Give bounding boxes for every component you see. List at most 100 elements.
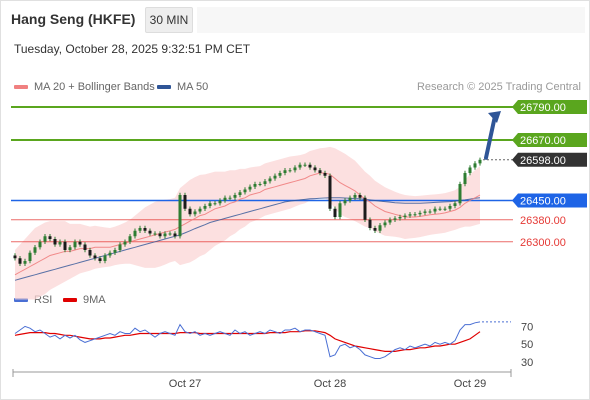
candle-body <box>363 197 367 220</box>
ma20-line <box>14 172 481 276</box>
ma20-swatch <box>14 85 28 90</box>
ma50-line <box>14 197 481 281</box>
bollinger-band-area <box>15 146 480 300</box>
candle-body <box>83 244 87 250</box>
candle-body <box>68 247 72 250</box>
candle-body <box>148 230 152 234</box>
candle-body <box>423 211 427 213</box>
level-tag-26670.00 <box>512 133 587 147</box>
ma50-swatch <box>157 85 171 90</box>
level-tag-text-26450.00: 26450.00 <box>520 196 566 208</box>
candle-body <box>318 170 322 173</box>
candle-body <box>473 163 477 168</box>
candle-body <box>178 195 182 237</box>
forecast-arrow-shaft <box>484 114 497 160</box>
rsi-ma-swatch <box>63 298 77 303</box>
candle-body <box>23 261 27 264</box>
candle-body <box>383 222 387 226</box>
candle-body <box>168 233 172 235</box>
candle-body <box>118 244 122 250</box>
x-tick-label-oct-29: Oct 29 <box>454 378 486 390</box>
legend-ma50: MA 50 <box>157 81 208 93</box>
candle-body <box>258 184 262 185</box>
rsi-line <box>14 321 481 359</box>
candle-body <box>263 181 267 184</box>
candle-body <box>153 233 157 235</box>
candle-body <box>193 211 197 215</box>
instrument-title: Hang Seng (HKFE) <box>11 11 136 27</box>
candle-body <box>53 239 57 245</box>
candle-body <box>413 214 417 216</box>
candle-body <box>378 225 382 231</box>
candle-body <box>313 167 317 171</box>
candle-body <box>43 236 47 242</box>
level-label-26300.00: 26300.00 <box>520 237 566 249</box>
candle-body <box>108 252 112 256</box>
candle-body <box>113 250 117 253</box>
candle-body <box>133 230 137 237</box>
candle-body <box>463 173 467 184</box>
rsi-tick-70: 70 <box>521 321 533 333</box>
candle-body <box>38 241 42 248</box>
candle-body <box>128 236 132 242</box>
candle-body <box>278 173 282 176</box>
rsi-tick-50: 50 <box>521 339 533 351</box>
candle-body <box>298 164 302 168</box>
candle-body <box>478 159 482 164</box>
candle-body <box>218 200 222 204</box>
candle-body <box>388 219 392 223</box>
candle-body <box>63 241 67 250</box>
candle-body <box>88 250 92 256</box>
candle-body <box>253 184 257 187</box>
candle-body <box>188 208 192 215</box>
candle-body <box>433 208 437 212</box>
rsi-tick-30: 30 <box>521 357 533 369</box>
candle-body <box>73 241 77 248</box>
candle-body <box>408 214 412 216</box>
x-tick-label-oct-27: Oct 27 <box>169 378 201 390</box>
candle-body <box>273 175 277 179</box>
candle-body <box>78 241 82 245</box>
legend-rsi-ma-label: 9MA <box>83 294 106 306</box>
candle-body <box>403 215 407 217</box>
candle-body <box>18 258 22 264</box>
x-tick-label-oct-28: Oct 28 <box>314 378 346 390</box>
header-bar: Hang Seng (HKFE) 30 MIN <box>1 1 589 37</box>
candle-body <box>333 208 337 217</box>
candle-body <box>48 236 52 239</box>
forecast-arrow-head <box>488 111 501 123</box>
candle-body <box>453 203 457 206</box>
level-tag-26790.00 <box>512 100 587 114</box>
candle-body <box>443 208 447 210</box>
candle-body <box>418 212 422 215</box>
candle-body <box>343 200 347 204</box>
legend-ma20: MA 20 + Bollinger Bands <box>14 81 155 93</box>
candle-body <box>28 252 32 261</box>
research-credit: Research © 2025 Trading Central <box>416 81 581 93</box>
header-right-panel <box>197 7 585 33</box>
candle-body <box>323 173 327 176</box>
timeframe-button[interactable]: 30 MIN <box>145 7 193 33</box>
candle-body <box>198 208 202 212</box>
candle-body <box>468 167 472 173</box>
level-tag-text-26670.00: 26670.00 <box>520 135 566 147</box>
candle-body <box>438 208 442 210</box>
legend-rsi-ma: 9MA <box>63 294 106 306</box>
candle-body <box>243 189 247 193</box>
candle-body <box>163 233 167 237</box>
legend-ma20-label: MA 20 + Bollinger Bands <box>34 81 155 93</box>
candle-body <box>208 203 212 206</box>
datetime-label: Tuesday, October 28, 2025 9:32:51 PM CET <box>14 42 251 56</box>
candle-body <box>353 195 357 198</box>
candle-body <box>213 203 217 205</box>
level-tag-26598.00 <box>512 152 587 167</box>
candle-body <box>338 203 342 217</box>
candle-body <box>283 170 287 173</box>
candle-body <box>143 228 147 231</box>
candle-body <box>238 192 242 195</box>
candle-body <box>203 206 207 209</box>
rsi-swatch <box>14 298 28 303</box>
candle-body <box>13 255 17 259</box>
